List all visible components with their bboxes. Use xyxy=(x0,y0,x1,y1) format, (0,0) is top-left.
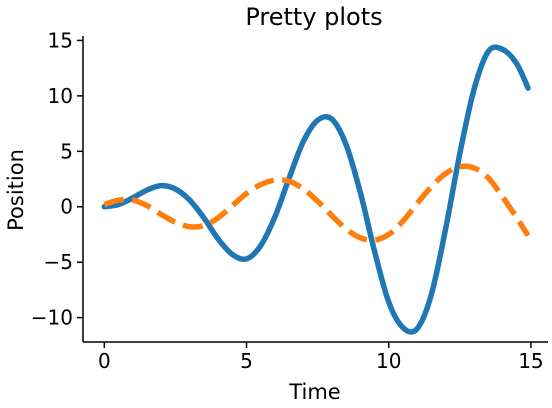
plot-area xyxy=(101,44,531,335)
series-line-dashed xyxy=(103,163,531,243)
x-axis-ticks: 0 5 10 15 xyxy=(98,342,544,373)
y-tick-label: −10 xyxy=(31,306,73,330)
x-tick-label: 5 xyxy=(240,349,253,373)
y-tick-label: 10 xyxy=(48,84,73,108)
x-axis-label: Time xyxy=(288,380,340,404)
series-line-solid xyxy=(101,44,531,335)
y-tick-label: −5 xyxy=(44,250,73,274)
y-tick-label: 15 xyxy=(48,28,73,52)
y-tick-label: 0 xyxy=(60,195,73,219)
x-tick-label: 15 xyxy=(518,349,543,373)
y-axis-label: Position xyxy=(4,149,28,231)
y-tick-label: 5 xyxy=(60,139,73,163)
x-tick-label: 0 xyxy=(98,349,111,373)
y-axis-ticks: −10 −5 0 5 10 15 xyxy=(31,28,83,330)
chart-title: Pretty plots xyxy=(245,3,382,31)
x-tick-label: 10 xyxy=(376,349,401,373)
